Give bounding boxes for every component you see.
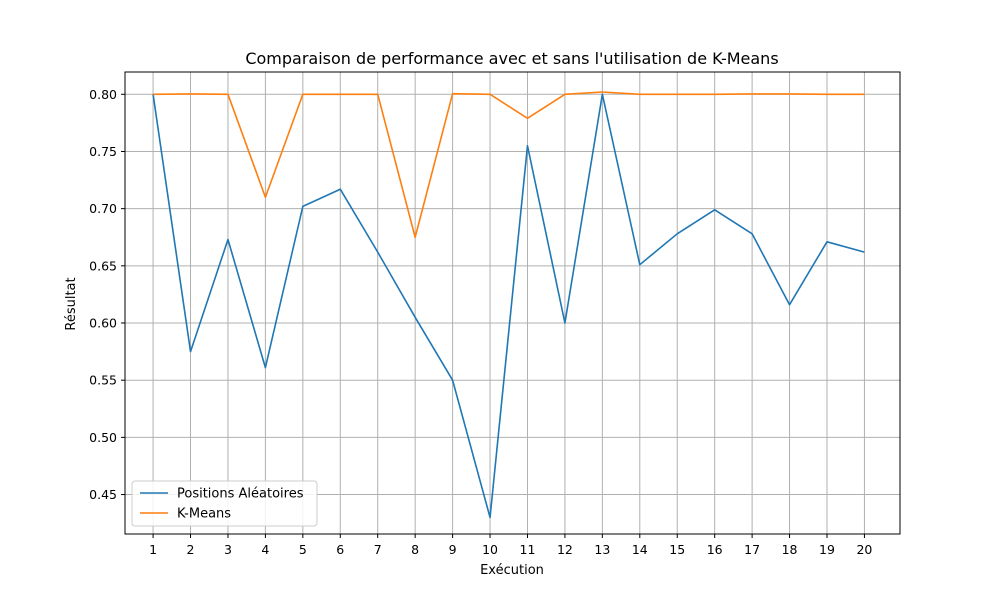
- x-tick-label: 17: [744, 542, 760, 557]
- legend-label: K-Means: [177, 507, 231, 522]
- series-line: [152, 93, 865, 519]
- x-tick-label: 10: [482, 542, 498, 557]
- x-tick-label: 12: [557, 542, 573, 557]
- y-axis-label: Résultat: [64, 277, 79, 330]
- x-tick-label: 5: [299, 542, 307, 557]
- x-tick-label: 6: [336, 542, 344, 557]
- x-tick-label: 15: [669, 542, 685, 557]
- plot-area: [124, 71, 901, 535]
- y-tick-label: 0.75: [89, 144, 117, 159]
- x-tick-label: 4: [261, 542, 269, 557]
- x-tick-label: 2: [187, 542, 195, 557]
- x-tick-label: 9: [449, 542, 457, 557]
- x-tick-label: 8: [411, 542, 419, 557]
- legend-label: Positions Aléatoires: [177, 487, 304, 502]
- grid: [125, 72, 900, 534]
- x-axis-label: Exécution: [480, 563, 544, 578]
- y-tick-label: 0.50: [89, 430, 117, 445]
- chart-title: Comparaison de performance avec et sans …: [245, 49, 778, 68]
- x-tick-label: 19: [819, 542, 835, 557]
- x-tick-label: 7: [374, 542, 382, 557]
- x-tick-label: 3: [224, 542, 232, 557]
- legend: Positions Aléatoires K-Means: [131, 480, 318, 527]
- x-tick-label: 20: [856, 542, 872, 557]
- x-tick-label: 18: [782, 542, 798, 557]
- y-tick-label: 0.65: [89, 258, 117, 273]
- x-tick-label: 16: [707, 542, 723, 557]
- series-lines: [152, 91, 865, 519]
- y-tick-label: 0.55: [89, 373, 117, 388]
- x-tick-label: 1: [149, 542, 157, 557]
- x-tick-label: 13: [594, 542, 610, 557]
- x-tick-label: 14: [632, 542, 648, 557]
- axis-ticks: 1 2 3 4 5 6 7 8 9 10 11 12 13 14 15 16 17 18 19 200.450.500…: [89, 87, 872, 557]
- y-tick-label: 0.70: [89, 201, 117, 216]
- y-tick-label: 0.45: [89, 487, 117, 502]
- x-tick-label: 11: [520, 542, 536, 557]
- legend-box: [131, 480, 318, 527]
- series-line: [153, 91, 865, 239]
- y-tick-label: 0.60: [89, 316, 117, 331]
- y-tick-label: 0.80: [89, 87, 117, 102]
